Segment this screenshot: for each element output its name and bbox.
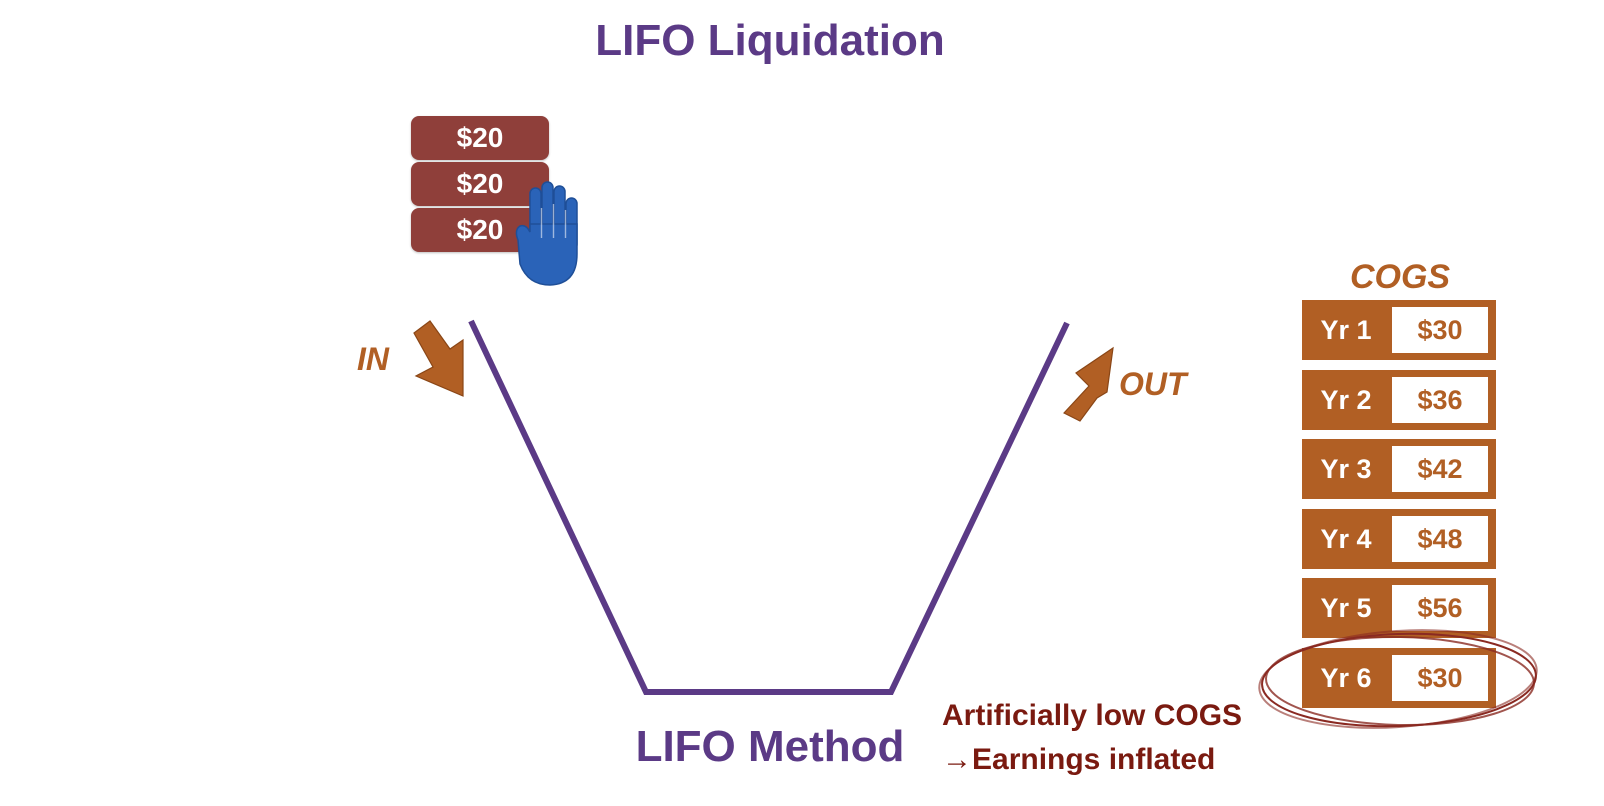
stop-hand-icon [515,181,578,286]
cogs-row: Yr 3 $42 [1302,439,1496,499]
cogs-row: Yr 6 $30 [1302,648,1496,708]
cogs-row: Yr 4 $48 [1302,509,1496,569]
cogs-value: $30 [1392,307,1488,353]
note-line-1: Artificially low COGS [942,699,1243,732]
page-title: LIFO Liquidation [595,16,945,65]
method-label: LIFO Method [635,722,905,771]
in-arrow-icon [413,320,464,397]
out-arrow-icon [1063,346,1114,422]
cogs-value: $56 [1392,585,1488,631]
cogs-row: Yr 2 $36 [1302,370,1496,430]
earnings-note: Artificially low COGS →Earnings inflated [942,694,1242,782]
out-label: OUT [1119,366,1187,402]
cogs-value: $36 [1392,377,1488,423]
cogs-value: $30 [1392,655,1488,701]
inventory-layer-chip: $20 [411,162,549,206]
cogs-year: Yr 2 [1320,384,1372,415]
cogs-value: $42 [1392,446,1488,492]
cogs-year: Yr 4 [1320,523,1372,554]
cogs-row: Yr 5 $56 [1302,578,1496,638]
note-line-2: →Earnings inflated [942,743,1216,776]
inventory-layer-chip: $20 [411,116,549,160]
highlight-ring [1258,629,1538,729]
cogs-title: COGS [1349,258,1451,296]
cogs-year: Yr 3 [1320,453,1372,484]
cogs-year: Yr 1 [1320,314,1372,345]
cogs-value: $48 [1392,516,1488,562]
in-label: IN [357,341,389,377]
cogs-year: Yr 5 [1320,592,1372,623]
cogs-row: Yr 1 $30 [1302,300,1496,360]
cogs-year: Yr 6 [1320,662,1372,693]
